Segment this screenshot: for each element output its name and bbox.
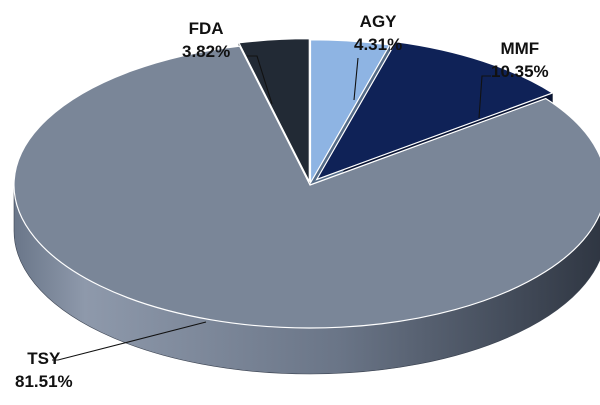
slice-value-mmf: 10.35%	[491, 62, 549, 81]
leader-lines	[52, 55, 491, 361]
slice-label-agy: AGY 4.31%	[354, 10, 402, 56]
slice-name-agy: AGY	[359, 12, 397, 31]
slice-fda	[237, 38, 310, 182]
slice-mmf	[315, 41, 554, 181]
slice-name-fda: FDA	[188, 19, 224, 38]
slice-name-tsy: TSY	[27, 349, 61, 368]
slice-label-tsy: TSY 81.51%	[15, 347, 73, 393]
slice-value-fda: 3.82%	[182, 42, 231, 61]
pie-slices	[13, 38, 600, 329]
slice-agy	[309, 39, 391, 186]
leader-line-fda	[247, 55, 273, 105]
slice-value-tsy: 81.51%	[15, 372, 73, 391]
slice-tsy	[13, 45, 600, 329]
slice-name-mmf: MMF	[500, 39, 540, 58]
slice-label-fda: FDA 3.82%	[182, 17, 230, 63]
leader-line-mmf	[478, 75, 491, 119]
leader-line-tsy	[52, 321, 207, 361]
leader-line-agy	[353, 57, 359, 101]
slice-label-mmf: MMF 10.35%	[491, 37, 549, 83]
slice-value-agy: 4.31%	[354, 35, 403, 54]
